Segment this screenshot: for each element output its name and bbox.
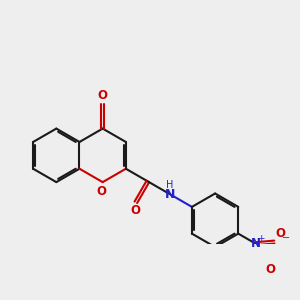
Text: O: O (131, 205, 141, 218)
Text: O: O (265, 263, 275, 276)
Text: N: N (251, 237, 261, 250)
Text: O: O (276, 227, 286, 240)
Text: O: O (98, 89, 108, 102)
Text: +: + (257, 234, 264, 243)
Text: −: − (281, 233, 290, 243)
Text: N: N (165, 188, 175, 201)
Text: H: H (166, 180, 174, 190)
Text: O: O (96, 185, 106, 198)
